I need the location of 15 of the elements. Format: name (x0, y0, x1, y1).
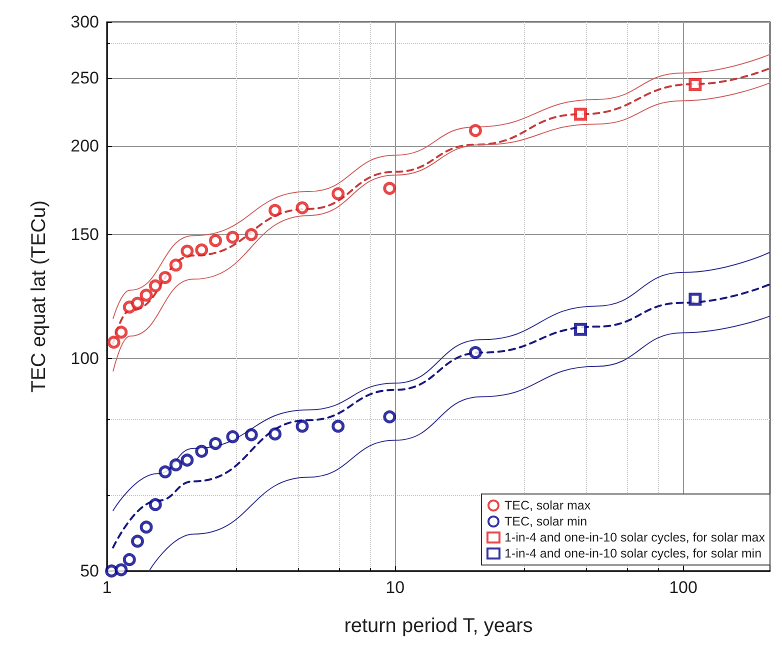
y-tick-label: 150 (70, 224, 99, 244)
y-axis-title: TEC equat lat (TECu) (28, 200, 50, 393)
x-tick-label: 10 (386, 578, 405, 597)
y-tick-label: 250 (70, 68, 99, 88)
y-tick-label: 50 (80, 562, 99, 580)
y-tick-label: 300 (70, 12, 99, 32)
y-tick-label: 200 (70, 136, 99, 156)
x-axis-title: return period T, years (344, 615, 533, 637)
x-tick-label: 1 (102, 578, 112, 597)
legend-label: 1-in-4 and one-in-10 solar cycles, for solar min (504, 546, 762, 560)
legend-label: TEC, solar min (504, 514, 588, 528)
x-tick-label: 100 (669, 578, 698, 597)
legend-label: 1-in-4 and one-in-10 solar cycles, for solar max (504, 530, 766, 544)
y-tick-label: 100 (70, 349, 99, 368)
legend-label: TEC, solar max (504, 498, 592, 512)
